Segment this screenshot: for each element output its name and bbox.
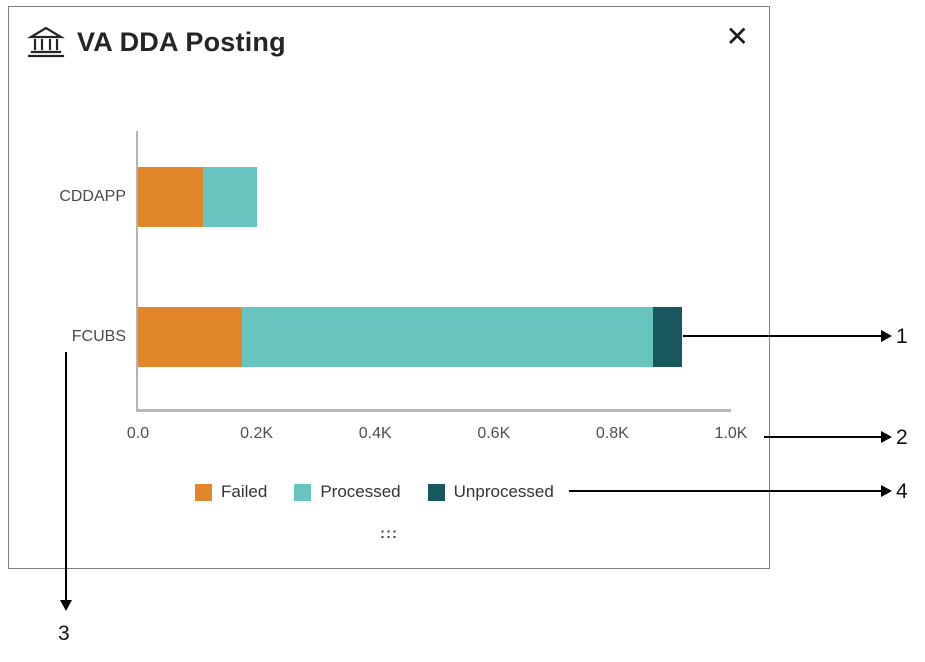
va-dda-posting-widget: VA DDA Posting ✕ CDDAPP FCUBS 0.0 0.2K 0.4K…	[8, 6, 770, 569]
legend-item-failed[interactable]: Failed	[195, 482, 267, 502]
legend-swatch-processed	[294, 483, 312, 501]
callout-label-1: 1	[896, 325, 908, 348]
bar-row-cddapp	[138, 167, 257, 227]
bar-segment-cddapp-failed[interactable]	[138, 167, 204, 227]
callout-arrow-2	[764, 431, 892, 443]
plot-area: CDDAPP FCUBS 0.0 0.2K 0.4K 0.6K 0.8K 1.0K	[59, 131, 747, 442]
close-button[interactable]: ✕	[725, 21, 749, 52]
callout-arrow-3	[60, 352, 72, 611]
category-label-cddapp: CDDAPP	[59, 188, 126, 205]
callout-arrow-4	[569, 485, 892, 497]
category-label-fcubs: FCUBS	[71, 328, 126, 345]
x-tick-label: 1.0K	[714, 425, 748, 442]
x-tick-label: 0.8K	[595, 425, 629, 442]
bar-segment-fcubs-failed[interactable]	[138, 307, 243, 367]
x-tick-label: 0.6K	[477, 425, 511, 442]
legend-label-unprocessed: Unprocessed	[453, 482, 554, 501]
x-tick-label: 0.4K	[358, 425, 392, 442]
legend-label-processed: Processed	[320, 482, 401, 501]
chart-legend: Failed Processed Unprocessed	[195, 482, 554, 502]
drag-handle[interactable]: :::	[380, 525, 398, 542]
legend-item-unprocessed[interactable]: Unprocessed	[427, 482, 554, 502]
x-axis-ticks: 0.0 0.2K 0.4K 0.6K 0.8K 1.0K	[127, 409, 748, 442]
bar-row-fcubs	[138, 307, 683, 367]
legend-label-failed: Failed	[221, 482, 268, 501]
x-tick-label: 0.0	[126, 425, 150, 442]
legend-swatch-unprocessed	[427, 483, 445, 501]
widget-title: VA DDA Posting	[77, 26, 286, 57]
bar-segment-fcubs-processed[interactable]	[242, 307, 653, 367]
widget-header: VA DDA Posting	[27, 25, 286, 59]
bar-segment-cddapp-processed[interactable]	[203, 167, 257, 227]
callout-arrow-1	[683, 330, 892, 342]
callout-label-2: 2	[896, 426, 908, 449]
legend-swatch-failed	[195, 483, 212, 501]
legend-item-processed[interactable]: Processed	[294, 482, 401, 502]
callout-label-3: 3	[58, 622, 70, 645]
x-tick-label: 0.2K	[240, 425, 274, 442]
bar-segment-fcubs-unprocessed[interactable]	[652, 307, 683, 367]
bank-icon	[27, 25, 65, 59]
callout-label-4: 4	[896, 480, 908, 503]
